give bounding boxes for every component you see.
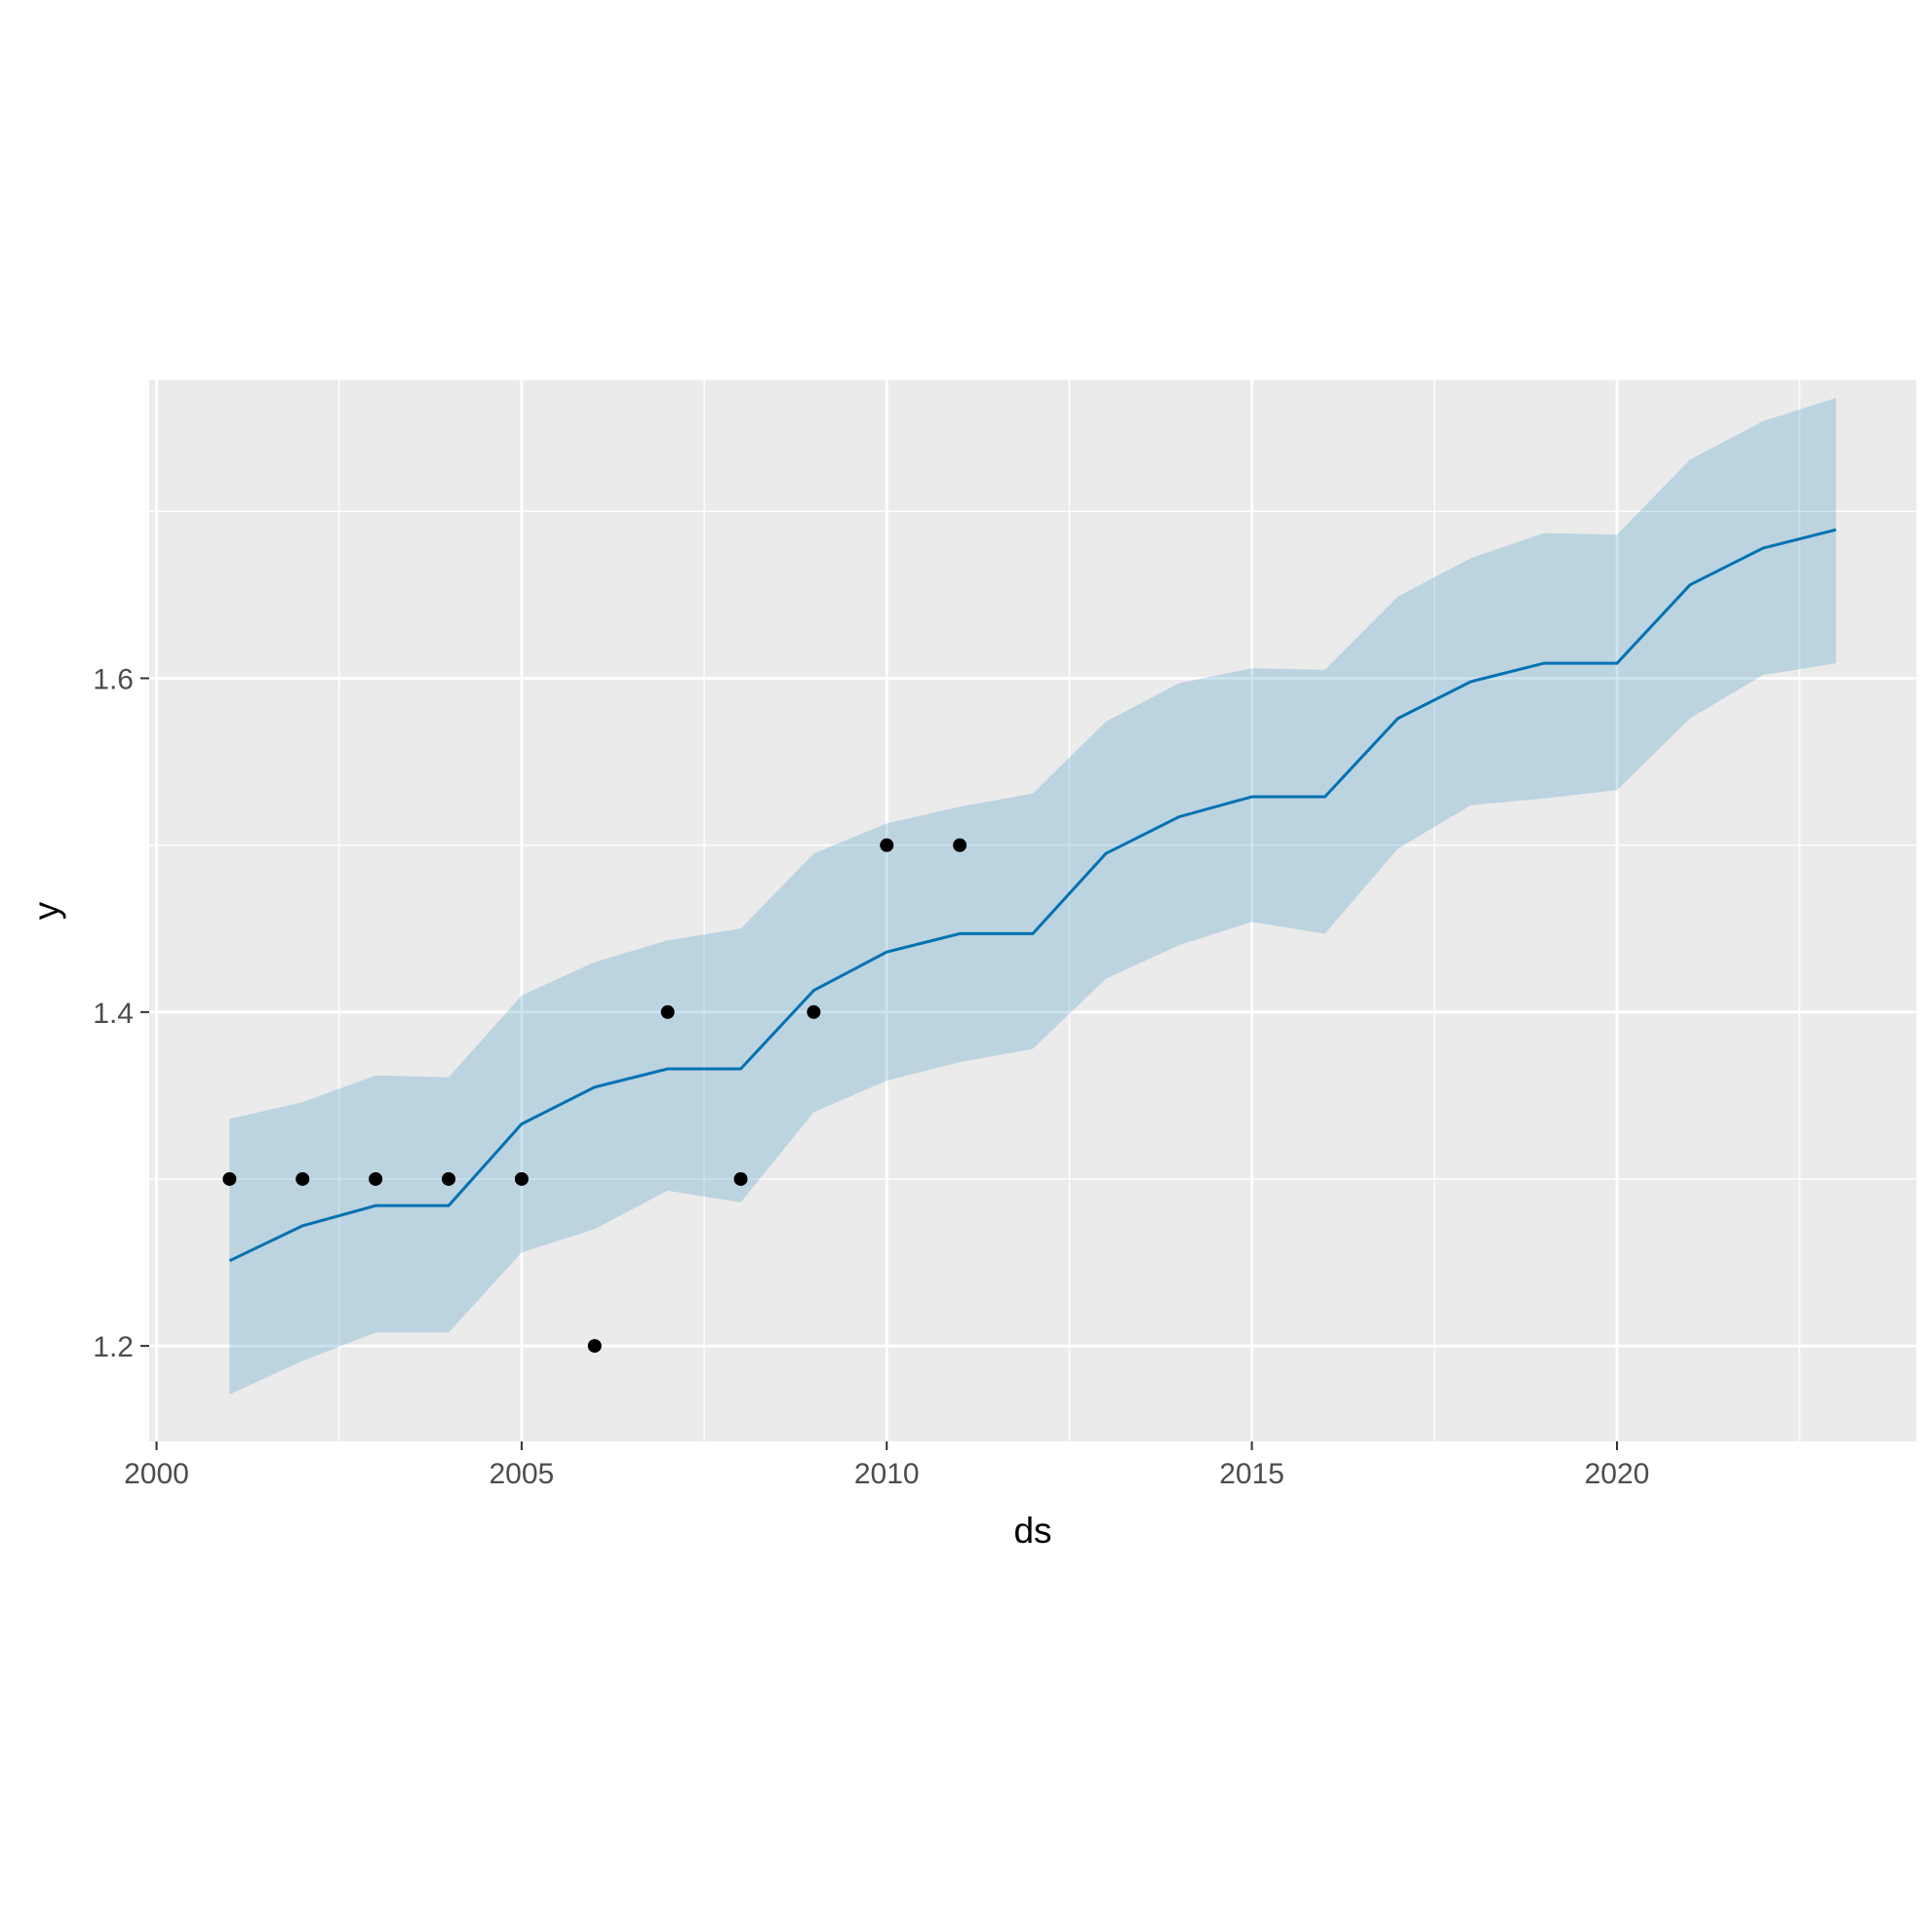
x-axis-title: ds — [1013, 1511, 1051, 1551]
y-axis-tick-labels: 1.2 1.4 1.6 — [93, 664, 134, 1364]
y-tick-label: 1.2 — [93, 1331, 134, 1363]
observed-point — [587, 1339, 602, 1354]
observed-points — [222, 838, 967, 1354]
observed-point — [733, 1171, 748, 1186]
x-tick-label: 2005 — [489, 1458, 554, 1490]
observed-point — [807, 1004, 821, 1019]
observed-point — [296, 1171, 310, 1186]
plot-panel — [149, 380, 1916, 1441]
x-tick-label: 2000 — [124, 1458, 189, 1490]
major-gridlines — [149, 380, 1916, 1441]
observed-point — [369, 1171, 383, 1186]
x-tick-label: 2010 — [854, 1458, 920, 1490]
observed-point — [660, 1004, 675, 1019]
y-axis-title: y — [26, 901, 66, 920]
observed-point — [514, 1171, 529, 1186]
x-tick-label: 2020 — [1585, 1458, 1650, 1490]
x-axis-tick-labels: 2000 2005 2010 2015 2020 — [124, 1458, 1649, 1490]
x-tick-label: 2015 — [1219, 1458, 1284, 1490]
uncertainty-band — [229, 398, 1836, 1395]
axis-ticks — [140, 677, 1619, 1450]
y-tick-label: 1.4 — [93, 998, 134, 1030]
minor-gridlines — [149, 380, 1916, 1441]
observed-point — [222, 1171, 237, 1186]
observed-point — [953, 838, 967, 852]
observed-point — [441, 1171, 455, 1186]
forecast-line — [228, 528, 1836, 1263]
y-tick-label: 1.6 — [93, 664, 134, 696]
observed-point — [880, 838, 894, 852]
